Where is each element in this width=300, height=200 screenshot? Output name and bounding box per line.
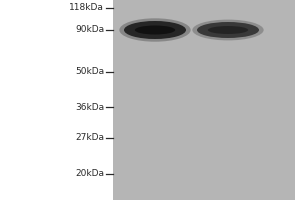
Ellipse shape <box>192 20 264 40</box>
Text: 36kDa: 36kDa <box>75 102 104 112</box>
Text: 90kDa: 90kDa <box>75 25 104 34</box>
Text: 118kDa: 118kDa <box>69 3 104 12</box>
Ellipse shape <box>208 26 248 34</box>
Ellipse shape <box>119 18 191 42</box>
Ellipse shape <box>124 21 186 39</box>
Bar <box>113 0 295 200</box>
Ellipse shape <box>197 22 259 38</box>
Text: 27kDa: 27kDa <box>75 134 104 142</box>
Text: 20kDa: 20kDa <box>75 170 104 178</box>
Text: 50kDa: 50kDa <box>75 68 104 76</box>
Ellipse shape <box>135 25 175 34</box>
